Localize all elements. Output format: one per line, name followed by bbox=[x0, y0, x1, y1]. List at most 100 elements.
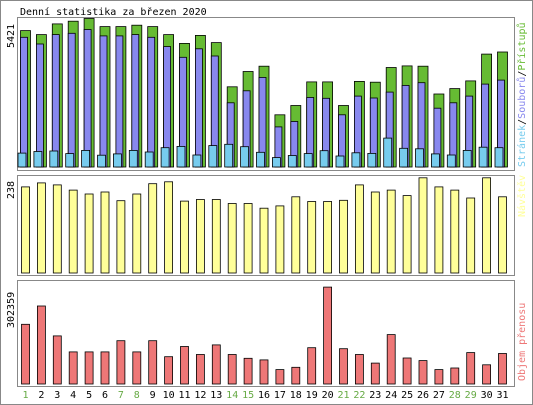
day-label-29: 29 bbox=[465, 390, 477, 401]
bar-volume-day-15 bbox=[243, 357, 253, 385]
bar-visits-day-31 bbox=[498, 196, 507, 274]
bar-pages-day-1 bbox=[17, 152, 27, 168]
bar-visits-day-11 bbox=[180, 200, 189, 274]
bar-visits-day-21 bbox=[339, 199, 348, 274]
day-label-11: 11 bbox=[178, 390, 190, 401]
bar-visits-day-26 bbox=[418, 177, 428, 274]
bar-volume-day-3 bbox=[52, 335, 62, 385]
bar-pages-day-5 bbox=[81, 149, 90, 168]
bar-files-day-8 bbox=[131, 34, 140, 168]
bar-files-day-5 bbox=[83, 29, 92, 168]
volume-panel-frame bbox=[17, 280, 515, 387]
day-label-17: 17 bbox=[274, 390, 286, 401]
bar-volume-day-23 bbox=[370, 362, 380, 385]
bar-visits-day-15 bbox=[243, 203, 253, 274]
bar-pages-day-24 bbox=[383, 137, 393, 168]
panel-hits: 5421 Stránek/Souborů/Přístupů bbox=[6, 17, 528, 171]
day-label-4: 4 bbox=[70, 390, 76, 401]
bar-pages-day-25 bbox=[399, 147, 409, 168]
day-label-26: 26 bbox=[417, 390, 429, 401]
bar-volume-day-10 bbox=[164, 356, 174, 385]
legend-hits: Přístupů bbox=[516, 22, 528, 70]
bar-pages-day-19 bbox=[303, 153, 313, 168]
visits-panel-frame bbox=[17, 175, 515, 276]
day-label-3: 3 bbox=[54, 390, 60, 401]
bar-pages-day-2 bbox=[33, 151, 43, 168]
day-label-21: 21 bbox=[337, 390, 349, 401]
bar-visits-day-20 bbox=[323, 201, 333, 274]
bar-volume-day-5 bbox=[84, 351, 94, 385]
bar-visits-day-24 bbox=[386, 189, 396, 274]
bar-pages-day-21 bbox=[335, 155, 345, 168]
bar-pages-day-20 bbox=[319, 150, 329, 168]
bar-visits-day-25 bbox=[402, 195, 412, 274]
bar-visits-day-27 bbox=[434, 186, 444, 274]
day-label-7: 7 bbox=[118, 390, 124, 401]
day-label-18: 18 bbox=[290, 390, 302, 401]
day-label-2: 2 bbox=[38, 390, 44, 401]
bar-files-day-7 bbox=[115, 35, 124, 168]
bar-visits-day-18 bbox=[291, 196, 301, 274]
day-label-16: 16 bbox=[258, 390, 270, 401]
bar-pages-day-7 bbox=[113, 153, 122, 168]
day-label-8: 8 bbox=[134, 390, 140, 401]
day-label-13: 13 bbox=[210, 390, 222, 401]
day-label-28: 28 bbox=[449, 390, 461, 401]
bar-volume-day-14 bbox=[227, 354, 237, 385]
bar-volume-day-31 bbox=[498, 353, 507, 385]
bar-volume-day-26 bbox=[418, 360, 428, 385]
bar-pages-day-16 bbox=[256, 151, 265, 168]
volume-bars bbox=[21, 286, 507, 385]
bar-pages-day-26 bbox=[415, 148, 424, 168]
bar-visits-day-3 bbox=[52, 184, 62, 274]
bar-pages-day-12 bbox=[192, 154, 202, 168]
bar-volume-day-22 bbox=[354, 354, 364, 385]
day-label-24: 24 bbox=[385, 390, 397, 401]
bar-volume-day-30 bbox=[482, 364, 492, 385]
bar-volume-day-8 bbox=[132, 351, 142, 385]
bar-volume-day-29 bbox=[466, 352, 476, 385]
bar-visits-day-9 bbox=[148, 183, 158, 274]
bar-pages-day-8 bbox=[128, 149, 138, 168]
day-label-30: 30 bbox=[481, 390, 493, 401]
legend-sep-2: / bbox=[517, 71, 528, 77]
hits-ymax-label: 5421 bbox=[6, 24, 17, 48]
bar-visits-day-29 bbox=[466, 197, 476, 274]
bar-visits-day-23 bbox=[370, 191, 380, 274]
day-label-27: 27 bbox=[433, 390, 445, 401]
day-label-25: 25 bbox=[401, 390, 413, 401]
bar-volume-day-17 bbox=[275, 369, 285, 385]
legend-files: Souborů bbox=[516, 77, 528, 119]
bar-volume-day-4 bbox=[68, 351, 78, 385]
bar-volume-day-20 bbox=[323, 286, 333, 385]
bar-pages-day-27 bbox=[430, 153, 440, 168]
day-label-10: 10 bbox=[163, 390, 175, 401]
bar-files-day-4 bbox=[67, 32, 76, 168]
visits-ymax-label: 238 bbox=[6, 181, 17, 199]
day-label-12: 12 bbox=[194, 390, 206, 401]
bar-files-day-1 bbox=[20, 36, 28, 168]
bar-pages-day-23 bbox=[367, 152, 377, 168]
bar-volume-day-9 bbox=[148, 340, 158, 385]
day-label-31: 31 bbox=[496, 390, 508, 401]
day-label-9: 9 bbox=[150, 390, 156, 401]
bar-pages-day-18 bbox=[287, 155, 297, 168]
bar-files-day-2 bbox=[36, 43, 44, 168]
bar-pages-day-29 bbox=[462, 149, 472, 168]
day-label-19: 19 bbox=[306, 390, 318, 401]
bar-visits-day-22 bbox=[354, 184, 364, 274]
volume-ymax-label: 302359 bbox=[6, 292, 17, 328]
bar-volume-day-28 bbox=[450, 367, 460, 385]
bar-volume-day-19 bbox=[307, 347, 317, 385]
bar-volume-day-25 bbox=[402, 357, 412, 385]
bar-visits-day-28 bbox=[450, 189, 460, 274]
day-label-20: 20 bbox=[322, 390, 334, 401]
visits-legend: Návštěv bbox=[516, 175, 528, 217]
hits-legend: Stránek/Souborů/Přístupů bbox=[516, 22, 528, 167]
bar-volume-day-6 bbox=[100, 351, 110, 385]
hits-panel-frame bbox=[17, 17, 515, 171]
bar-visits-day-19 bbox=[307, 201, 317, 274]
bar-visits-day-1 bbox=[21, 186, 30, 274]
